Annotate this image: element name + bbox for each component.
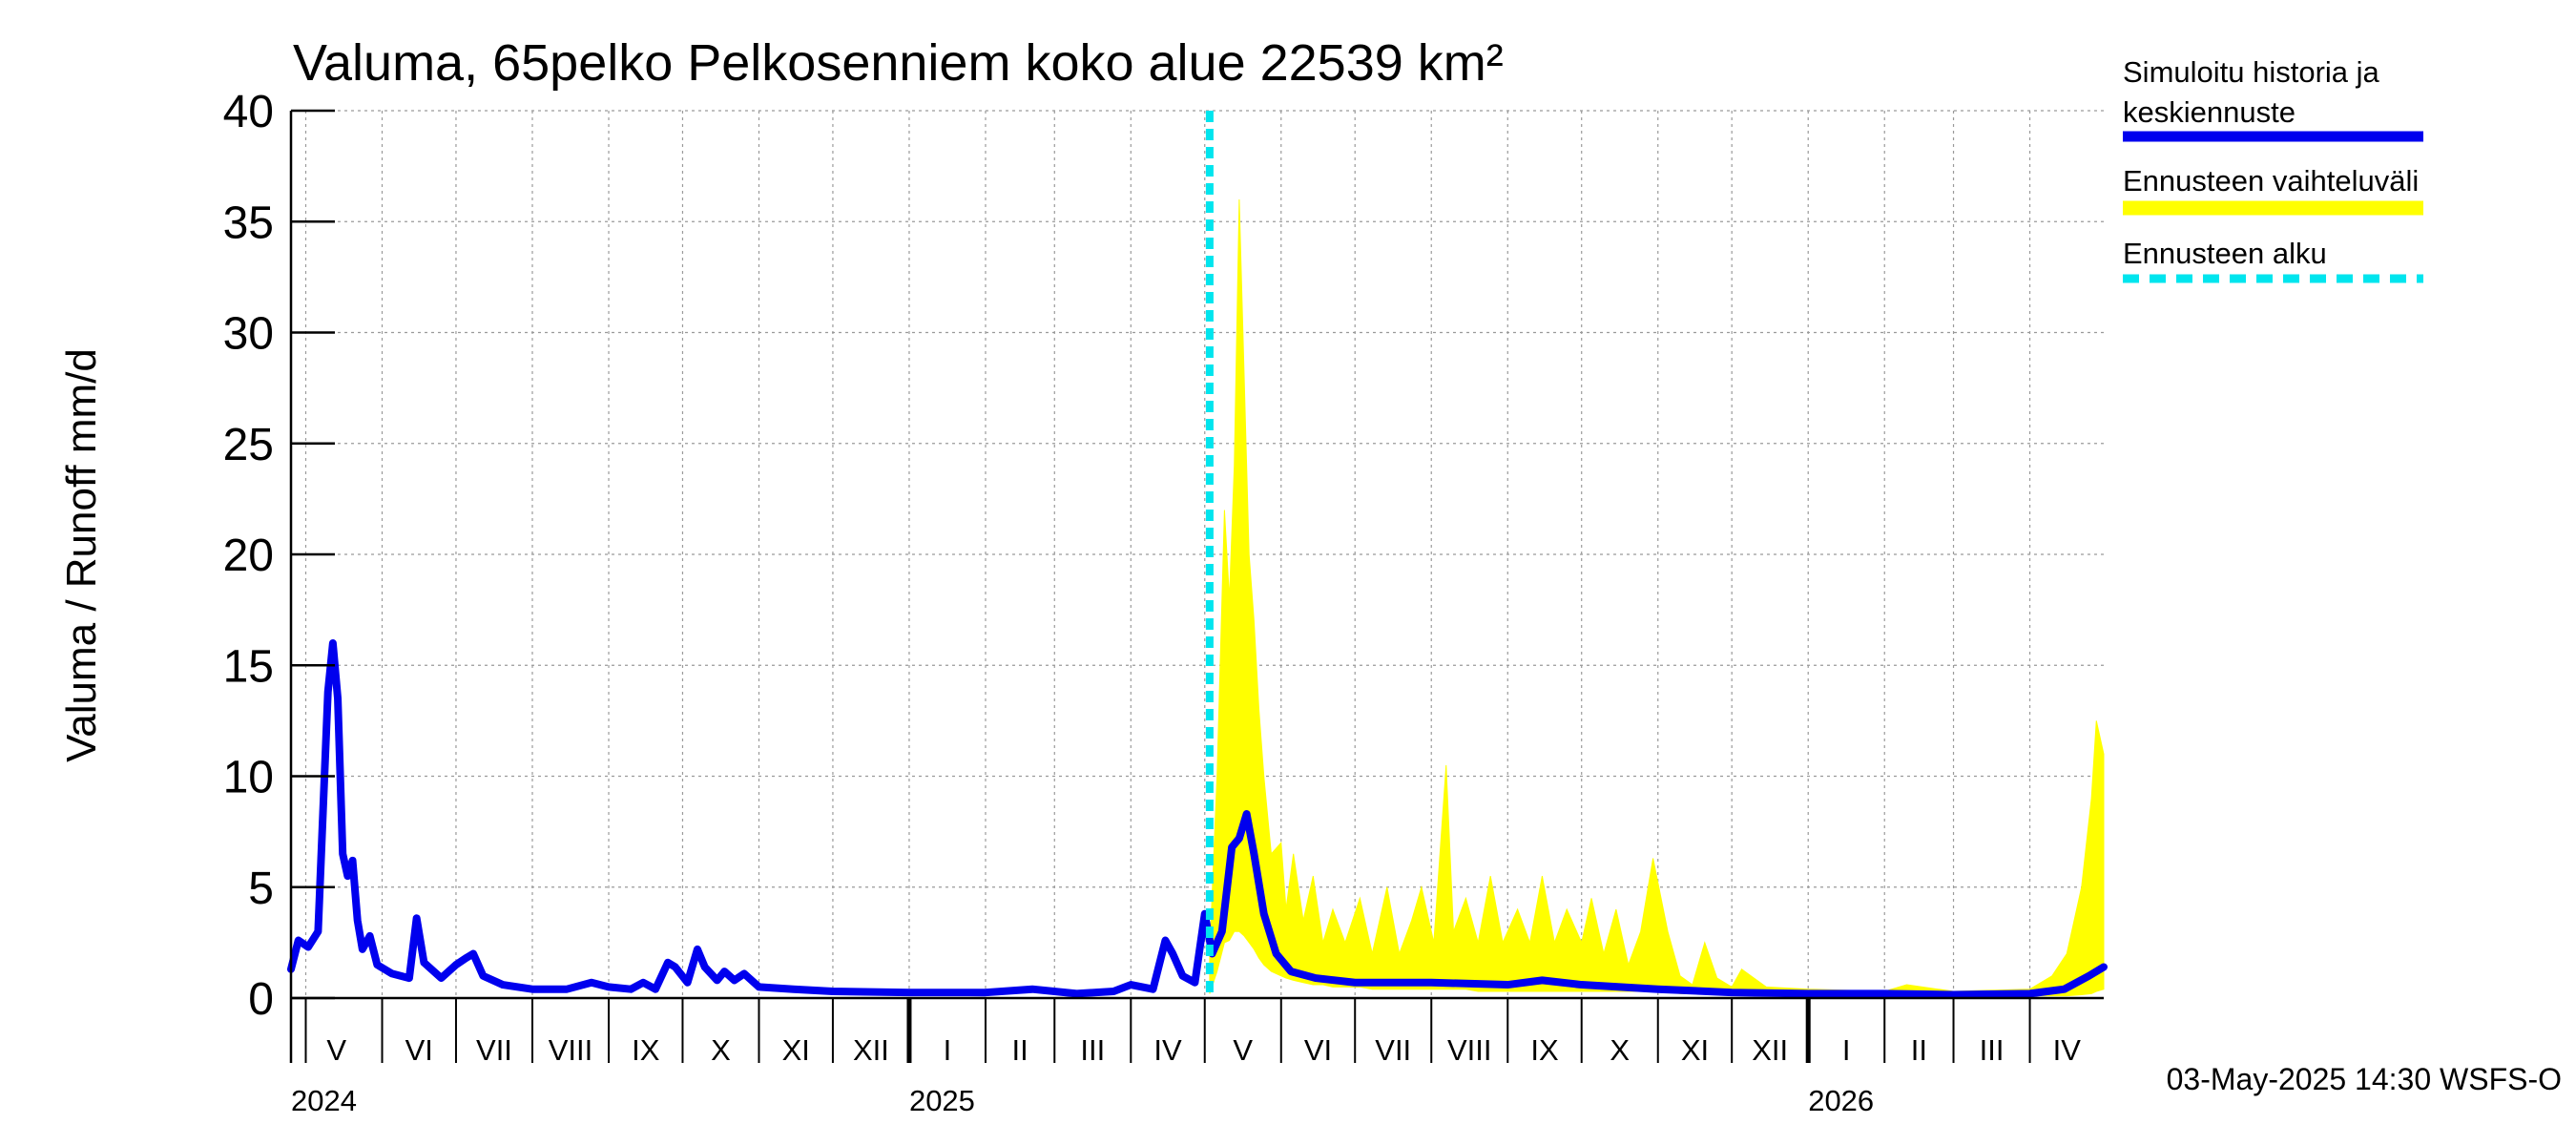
x-month-label: II (1911, 1033, 1927, 1067)
forecast-range-area (1209, 198, 2105, 997)
x-month-label: X (1610, 1033, 1630, 1067)
y-tick-label: 40 (223, 87, 274, 137)
y-tick-label: 15 (223, 641, 274, 692)
x-month-label: XII (1752, 1033, 1788, 1067)
legend-forecast-start-label: Ennusteen alku (2123, 237, 2327, 270)
x-month-label: V (326, 1033, 346, 1067)
chart-title: Valuma, 65pelko Pelkosenniem koko alue 2… (293, 34, 1504, 92)
legend: Simuloitu historia ja keskiennuste Ennus… (2123, 55, 2423, 283)
y-tick-labels: 0 5 10 15 20 25 30 35 40 (223, 87, 274, 1025)
x-month-label: I (1842, 1033, 1851, 1067)
y-axis-label: Valuma / Runoff mm/d (58, 348, 105, 762)
x-month-label: IV (1153, 1033, 1182, 1067)
x-month-label: VI (405, 1033, 433, 1067)
axes (289, 109, 2104, 1063)
grid (291, 110, 2104, 998)
x-month-label: XII (853, 1033, 889, 1067)
y-tick-label: 5 (248, 864, 274, 914)
x-year-label: 2024 (291, 1084, 357, 1117)
footer-timestamp: 03-May-2025 14:30 WSFS-O (2167, 1062, 2562, 1096)
legend-range-label: Ennusteen vaihteluväli (2123, 164, 2419, 198)
x-month-label: V (1233, 1033, 1253, 1067)
x-month-label: I (944, 1033, 952, 1067)
legend-history-label-2: keskiennuste (2123, 95, 2296, 129)
y-tick-label: 0 (248, 974, 274, 1025)
x-month-label: IX (632, 1033, 660, 1067)
x-month-label: VIII (1447, 1033, 1492, 1067)
x-tick-labels: V VI VII VIII IX X XI XII I II III IV V VI VII VIII IX X X… (291, 1033, 2081, 1117)
x-month-label: VI (1304, 1033, 1332, 1067)
y-tick-label: 30 (223, 309, 274, 360)
y-tick-label: 20 (223, 531, 274, 581)
y-tick-label: 25 (223, 420, 274, 470)
x-month-label: IX (1530, 1033, 1559, 1067)
x-month-label: X (711, 1033, 731, 1067)
x-month-label: IV (2053, 1033, 2082, 1067)
x-month-label: VII (476, 1033, 512, 1067)
plot-area (291, 111, 2104, 998)
legend-history-label-1: Simuloitu historia ja (2123, 55, 2380, 89)
history-series-line (287, 639, 2108, 999)
x-year-label: 2025 (909, 1084, 975, 1117)
x-month-label: XI (1681, 1033, 1709, 1067)
y-tick-label: 10 (223, 753, 274, 803)
x-month-label: III (1080, 1033, 1105, 1067)
x-month-label: XI (782, 1033, 810, 1067)
x-month-label: II (1012, 1033, 1028, 1067)
x-month-label: VIII (549, 1033, 593, 1067)
history-line (287, 639, 2108, 999)
x-year-label: 2026 (1808, 1084, 1874, 1117)
forecast-range-band (1209, 198, 2105, 997)
y-tick-label: 35 (223, 198, 274, 248)
x-month-label: VII (1375, 1033, 1411, 1067)
x-month-label: III (1980, 1033, 2005, 1067)
